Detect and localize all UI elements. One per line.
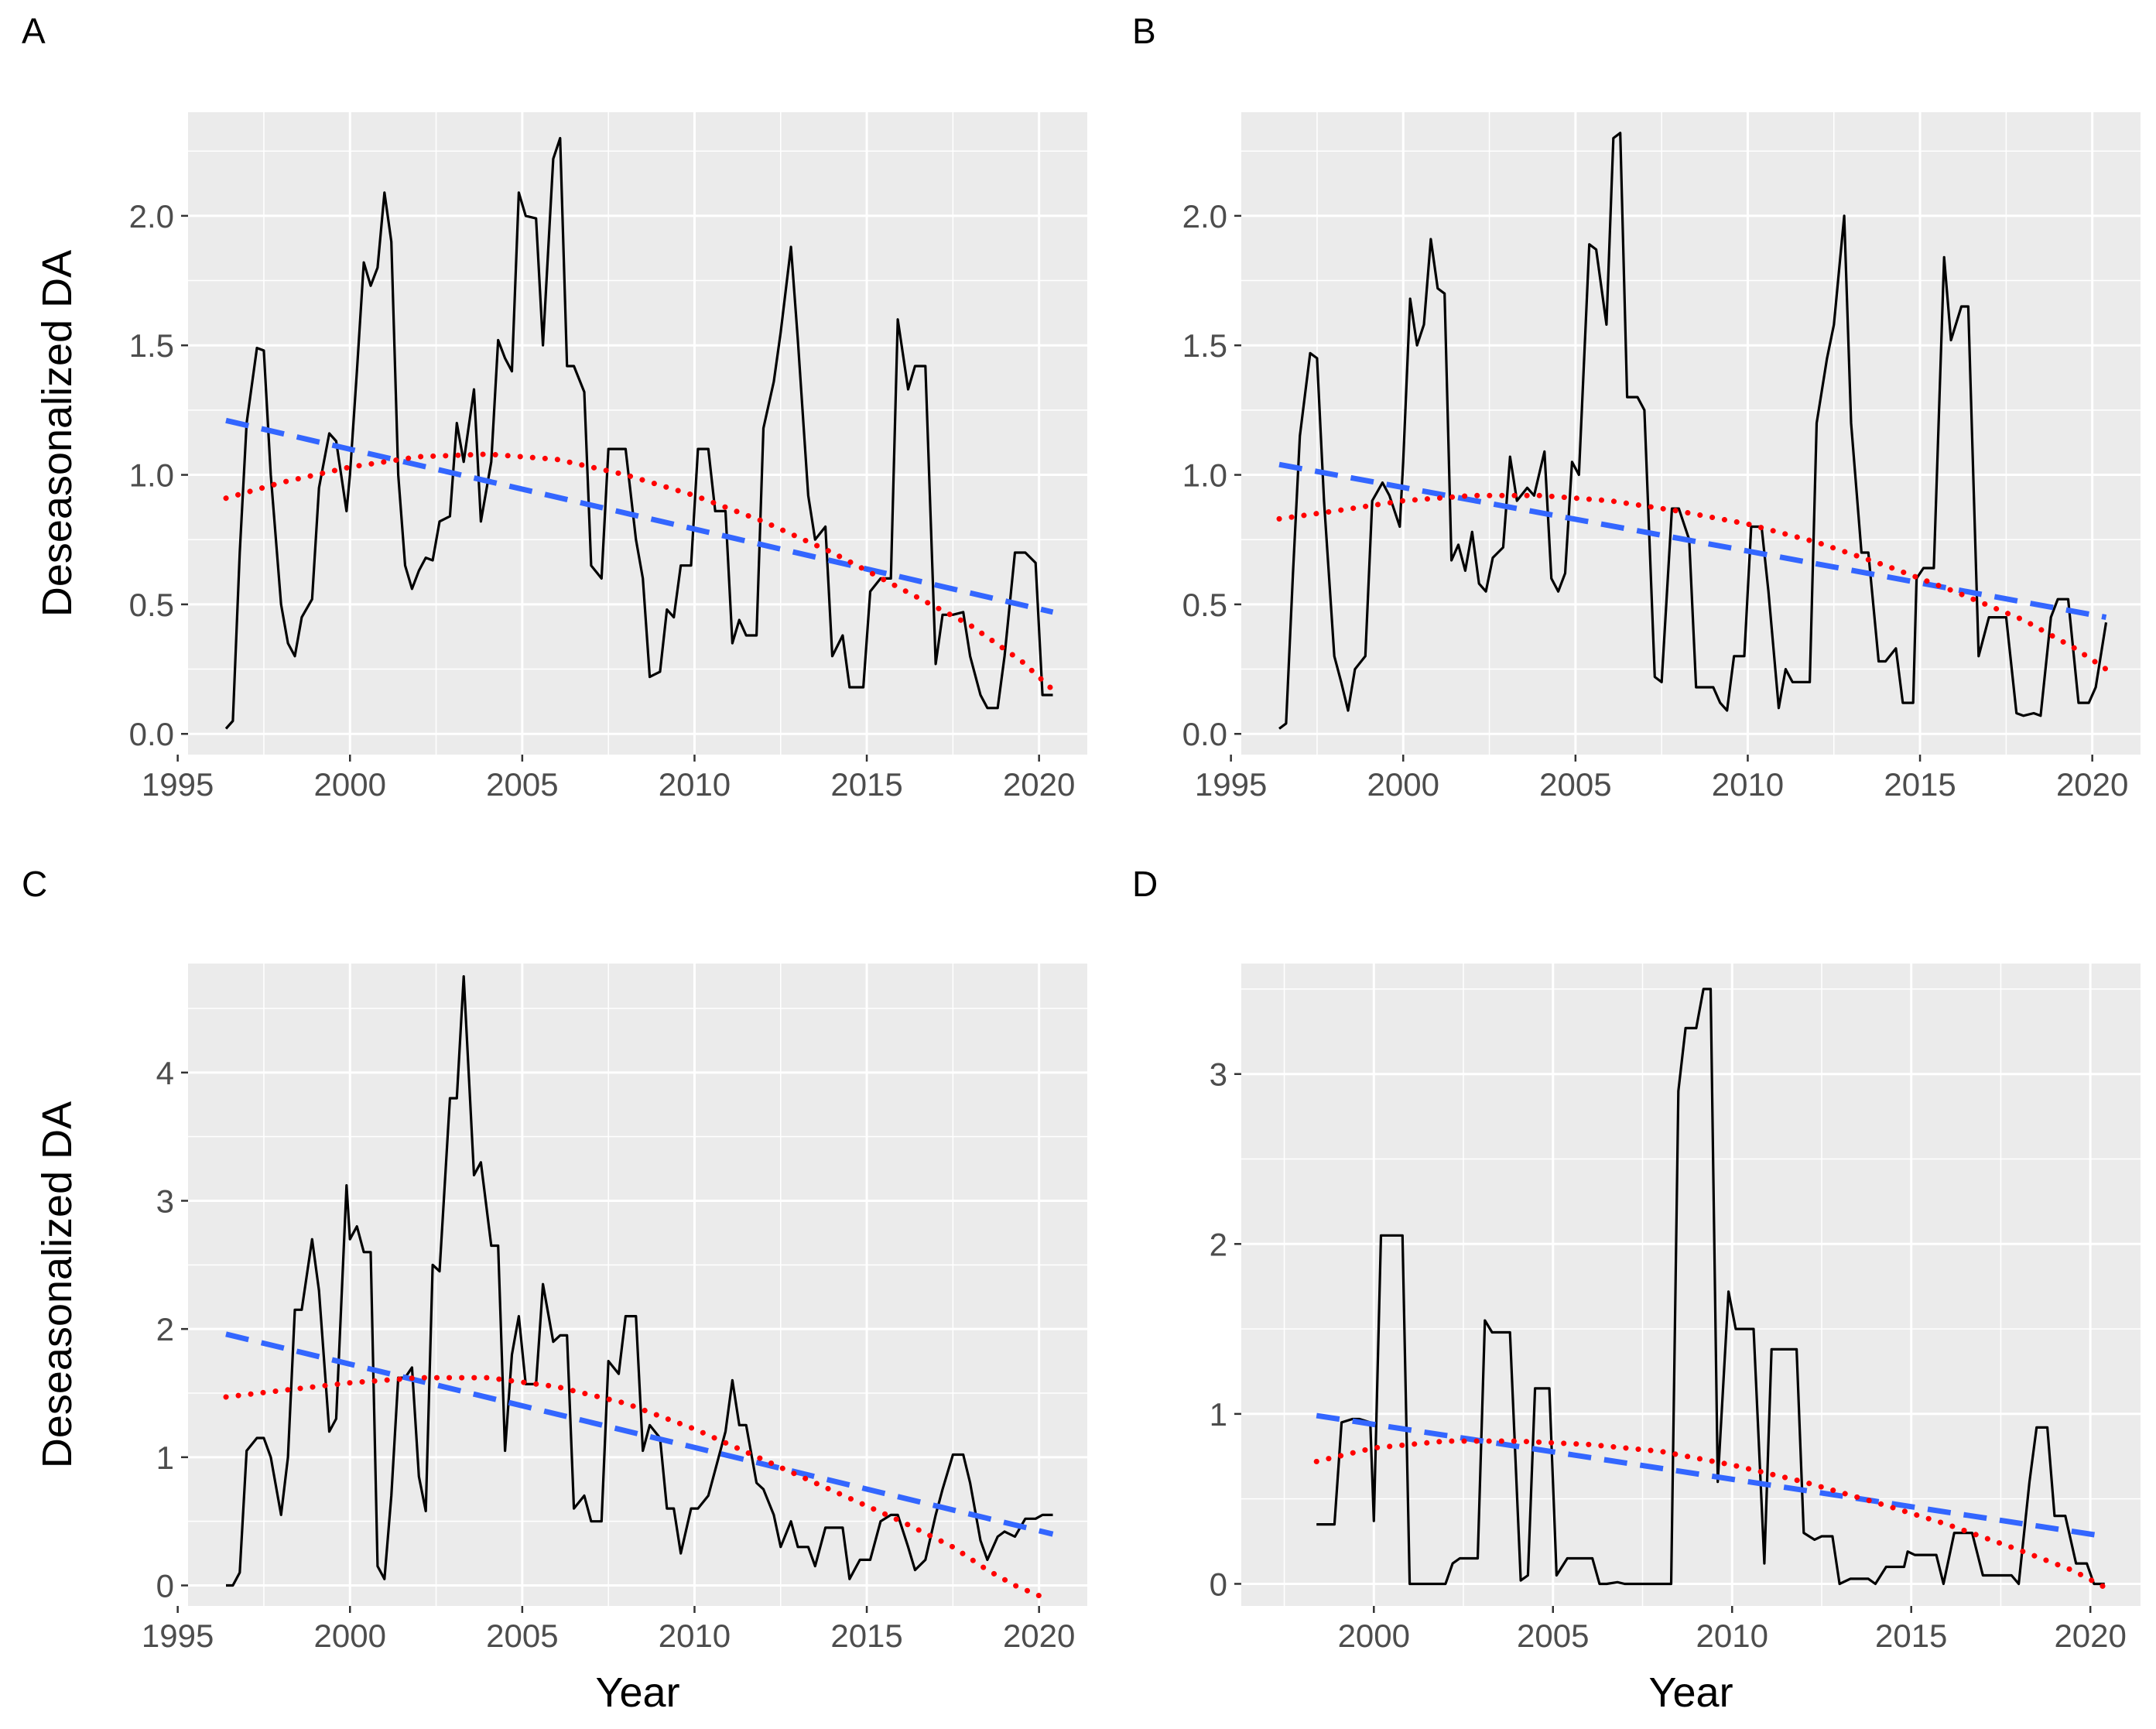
x-tick-label: 2010	[659, 1618, 731, 1654]
y-axis-title: Deseasonalized DA	[34, 1101, 80, 1468]
x-tick-label: 2020	[2054, 1618, 2126, 1654]
series-observed	[1316, 988, 2105, 1586]
x-tick-label: 2005	[1539, 766, 1611, 803]
x-tick-label: 2020	[2056, 766, 2128, 803]
x-tick-label: 1995	[142, 1618, 214, 1654]
panel-c: C 1995 2000 2005 2010 2015 2020 0 1 2 3 4 Deseasonal…	[22, 864, 1087, 1716]
x-tick-label: 2015	[830, 1618, 902, 1654]
panel-label: A	[22, 11, 46, 51]
x-tick-label: 1995	[142, 766, 214, 803]
y-tick-label: 0.0	[1182, 716, 1227, 752]
panel-label: D	[1132, 864, 1158, 904]
x-tick-label: 2010	[659, 766, 731, 803]
x-tick-label: 2000	[1367, 766, 1439, 803]
x-tick-label: 2020	[1003, 1618, 1075, 1654]
y-tick-label: 1	[156, 1440, 174, 1476]
series-observed	[1278, 132, 2108, 730]
y-tick-label: 0.5	[1182, 587, 1227, 623]
x-tick-label: 2000	[1338, 1618, 1410, 1654]
y-tick-label: 2	[1210, 1226, 1227, 1262]
plot-background	[1241, 964, 2141, 1606]
y-tick-label: 0	[1210, 1566, 1227, 1602]
y-axis-title: Deseasonalized DA	[34, 250, 80, 617]
series-linear-trend	[225, 417, 1054, 615]
y-tick-label: 1.5	[129, 327, 174, 364]
panel-b: B 1995 2000 2005 2010 2015 2020 0.0 0.5 1.0 1.5 2.0	[1132, 11, 2141, 803]
series-linear-trend	[225, 1331, 1054, 1537]
panel-d: D 2000 2005 2010 2015 2020 0 1 2 3 Year	[1132, 864, 2141, 1716]
x-tick-label: 2015	[830, 766, 902, 803]
x-axis-title: Year	[595, 1669, 679, 1716]
x-tick-label: 2005	[486, 766, 558, 803]
plot-background	[1241, 112, 2141, 755]
y-tick-label: 1.0	[1182, 457, 1227, 494]
series-observed	[226, 975, 1053, 1587]
x-tick-label: 1995	[1195, 766, 1267, 803]
y-tick-label: 0.5	[129, 587, 174, 623]
y-tick-label: 2.0	[1182, 198, 1227, 235]
x-tick-label: 2000	[314, 766, 386, 803]
y-tick-label: 3	[1210, 1056, 1227, 1093]
y-tick-label: 2.0	[129, 198, 174, 235]
y-tick-label: 1.0	[129, 457, 174, 494]
series-linear-trend	[1278, 461, 2107, 621]
x-tick-label: 2005	[486, 1618, 558, 1654]
x-axis-title: Year	[1648, 1669, 1733, 1716]
plot-background	[188, 964, 1087, 1606]
y-tick-label: 0.0	[129, 716, 174, 752]
x-tick-label: 2005	[1517, 1618, 1589, 1654]
x-tick-label: 2010	[1712, 766, 1784, 803]
y-tick-label: 2	[156, 1311, 174, 1347]
x-tick-label: 2010	[1696, 1618, 1768, 1654]
y-tick-label: 3	[156, 1183, 174, 1219]
x-tick-label: 2000	[314, 1618, 386, 1654]
x-tick-label: 2015	[1884, 766, 1956, 803]
x-tick-label: 2020	[1003, 766, 1075, 803]
series-observed	[224, 136, 1053, 730]
y-tick-label: 1.5	[1182, 327, 1227, 364]
series-smooth-trend	[223, 451, 1056, 693]
x-tick-label: 2015	[1875, 1618, 1947, 1654]
series-smooth-trend	[1276, 492, 2109, 673]
panel-label: B	[1132, 11, 1156, 51]
y-tick-label: 0	[156, 1567, 174, 1604]
panel-a: A 1995 2000 2005 2010 2015 2020 0.0 0.5 1.0 1.5 2.0…	[22, 11, 1087, 803]
y-tick-label: 4	[156, 1055, 174, 1091]
series-smooth-trend	[223, 1375, 1042, 1599]
y-tick-label: 1	[1210, 1396, 1227, 1433]
panel-label: C	[22, 864, 47, 904]
series-linear-trend	[1316, 1412, 2106, 1539]
